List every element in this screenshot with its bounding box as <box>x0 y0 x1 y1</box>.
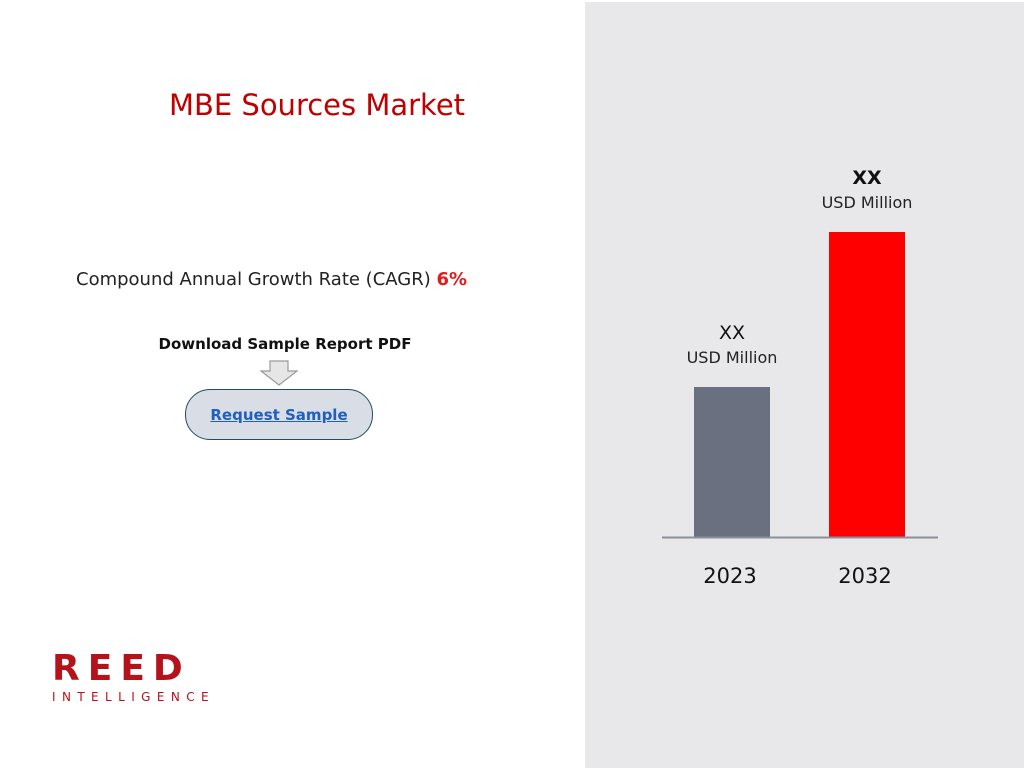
cagr-value: 6% <box>436 269 468 290</box>
x-tick-label-2032: 2032 <box>838 564 891 588</box>
request-sample-link[interactable]: Request Sample <box>210 405 348 424</box>
chart-panel-background <box>585 2 1024 768</box>
bar-2032 <box>829 232 905 537</box>
cagr-text: Compound Annual Growth Rate (CAGR) 6% <box>76 269 467 290</box>
bar-unit-label-2032: USD Million <box>822 193 913 212</box>
down-arrow-icon <box>259 360 299 390</box>
bar-2023 <box>694 387 770 537</box>
logo-sub-text: INTELLIGENCE <box>52 690 215 704</box>
bar-value-label-2032: XX <box>852 167 882 189</box>
logo-main-text: REED <box>52 648 191 689</box>
page-title: MBE Sources Market <box>168 88 466 122</box>
request-sample-button[interactable]: Request Sample <box>185 389 373 440</box>
reed-intelligence-logo: REED INTELLIGENCE <box>52 648 215 705</box>
bar-unit-label-2023: USD Million <box>687 348 778 367</box>
download-sample-label: Download Sample Report PDF <box>158 335 412 353</box>
cagr-label: Compound Annual Growth Rate (CAGR) <box>76 269 431 290</box>
x-tick-label-2023: 2023 <box>703 564 756 588</box>
bar-value-label-2023: XX <box>719 322 745 344</box>
